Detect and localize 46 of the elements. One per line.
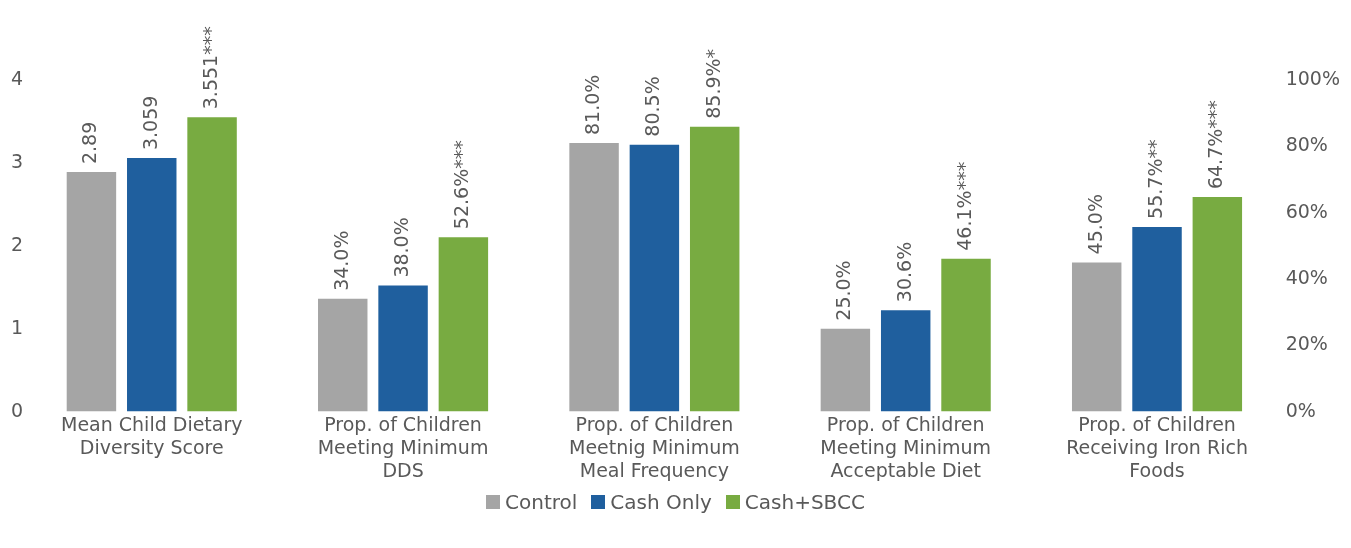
- y-tick-label: 4: [10, 66, 24, 89]
- bar: [820, 328, 871, 412]
- y2-tick-label: 80%: [1285, 133, 1328, 156]
- bar: [318, 298, 368, 412]
- y2-tick-label: 40%: [1285, 265, 1328, 288]
- data-label: 64.7%***: [1204, 100, 1227, 190]
- y2-tick-label: 60%: [1285, 199, 1328, 222]
- y2-tick-label: 20%: [1285, 332, 1328, 355]
- bar: [880, 310, 931, 412]
- data-label: 38.0%: [390, 217, 412, 278]
- x-tick-label: Prop. of Children Receiving Iron Rich Foods: [1066, 412, 1248, 481]
- data-label: 52.6%***: [450, 140, 473, 230]
- data-label: 81.0%: [581, 74, 604, 135]
- bar: [569, 143, 619, 412]
- data-label: 30.6%: [892, 241, 915, 303]
- legend-label: Cash+SBCC: [744, 490, 865, 514]
- bar: [438, 237, 489, 412]
- y-tick-label: 1: [10, 315, 24, 338]
- x-tick-label: Prop. of Children Meeting Minimum Acceptable Diet: [820, 412, 992, 481]
- x-tick-label: Prop. of Children Meetnig Minimum Meal Frequency: [569, 412, 740, 481]
- y-tick-label: 0: [10, 398, 24, 421]
- y-tick-label: 2: [10, 232, 24, 255]
- data-label: 45.0%: [1083, 194, 1106, 255]
- data-label: 3.551***: [199, 26, 221, 110]
- bar: [1192, 197, 1243, 412]
- bar: [941, 258, 991, 412]
- data-label: 80.5%: [641, 76, 664, 137]
- y2-tick-label: 100%: [1285, 66, 1341, 89]
- bar: [378, 285, 428, 412]
- data-label: 34.0%: [329, 230, 352, 291]
- data-label: 25.0%: [832, 260, 855, 321]
- x-tick-label: Mean Child Dietary Diversity Score: [60, 412, 243, 458]
- bar: [1132, 226, 1182, 412]
- data-label: 85.9%*: [701, 48, 724, 119]
- x-tick-label: Prop. of Children Meeting Minimum DDS: [317, 412, 489, 481]
- y2-tick-label: 0%: [1285, 398, 1316, 421]
- data-label: 46.1%***: [952, 161, 975, 251]
- legend-label: Control: [505, 490, 578, 514]
- data-label: 3.059: [138, 95, 161, 151]
- legend-label: Cash Only: [610, 490, 712, 514]
- bar: [629, 144, 680, 412]
- data-label: 55.7%**: [1143, 139, 1166, 219]
- data-label: 2.89: [78, 121, 101, 165]
- bar: [1071, 262, 1122, 412]
- bar: [689, 126, 740, 412]
- y-tick-label: 3: [10, 149, 24, 172]
